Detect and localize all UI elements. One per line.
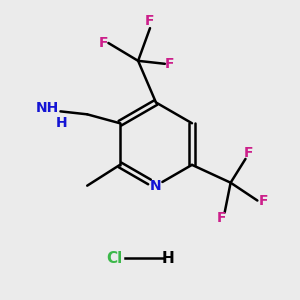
Text: NH: NH	[36, 101, 59, 116]
Text: F: F	[99, 36, 109, 50]
Text: N: N	[150, 179, 162, 193]
Text: F: F	[165, 57, 174, 71]
Text: H: H	[161, 251, 174, 266]
Text: F: F	[244, 146, 253, 160]
Text: Cl: Cl	[106, 251, 122, 266]
Text: F: F	[217, 212, 226, 225]
Text: F: F	[145, 14, 155, 28]
Text: H: H	[56, 116, 68, 130]
Text: F: F	[259, 194, 268, 208]
